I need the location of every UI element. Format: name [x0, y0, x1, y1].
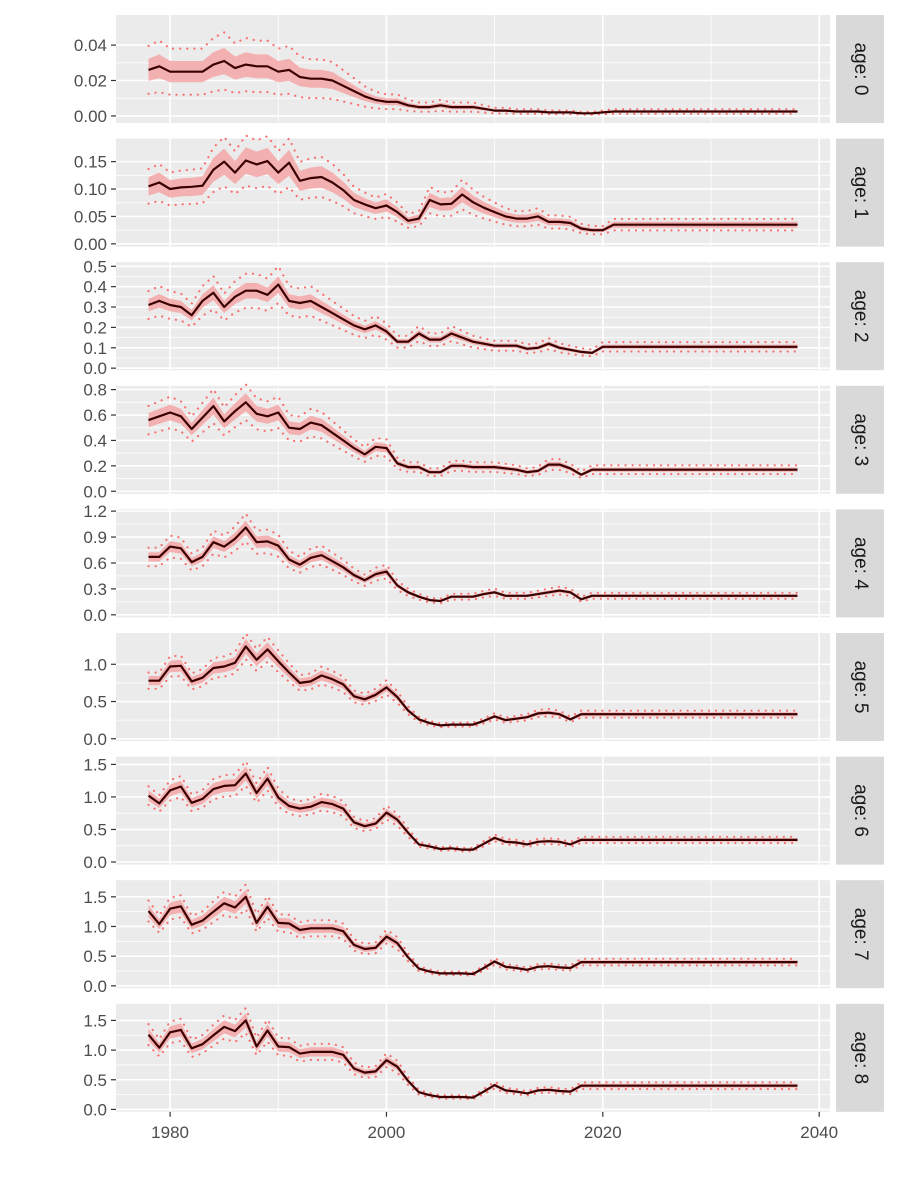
median-series-line	[148, 159, 798, 232]
upper-bound-dotted-line	[147, 511, 799, 600]
median-series-line	[148, 59, 798, 115]
y-tick-label: 0.2	[83, 457, 107, 476]
facet-strip-label: age: 5	[850, 661, 871, 714]
lower-bound-dotted-line	[147, 539, 799, 605]
median-series-line	[148, 401, 798, 476]
upper-bound-dotted-line	[147, 382, 799, 473]
panel-background	[116, 262, 830, 371]
y-tick-label: 0.4	[83, 278, 107, 297]
x-axis: 1980 2000 2020 2040	[151, 1111, 838, 1142]
y-tick-label: 0.00	[74, 235, 107, 254]
y-tick-label: 0.00	[74, 107, 107, 126]
y-tick-label: 0.5	[83, 820, 107, 839]
y-tick-label: 0.5	[83, 693, 107, 712]
y-tick-label: 0.4	[83, 431, 107, 450]
y-tick-label: 0.0	[83, 359, 107, 378]
y-tick-label: 0.6	[83, 554, 107, 573]
y-tick-label: 0.0	[83, 977, 107, 996]
facet-strip-label: age: 7	[850, 908, 871, 961]
facet-strip-label: age: 2	[850, 290, 871, 343]
y-tick-label: 0.0	[83, 606, 107, 625]
facet-strip	[836, 756, 884, 865]
y-tick-label: 0.5	[83, 947, 107, 966]
y-tick-label: 1.0	[83, 788, 107, 807]
facet-strip-label: age: 1	[850, 166, 871, 219]
y-tick-label: 0.0	[83, 482, 107, 501]
facet-panel-7: 0.0 0.5 1.0 1.5 age: 6	[83, 755, 884, 872]
y-tick-label: 1.2	[83, 502, 107, 521]
upper-bound-dotted-line	[147, 1005, 799, 1098]
facet-strip-label: age: 8	[850, 1031, 871, 1084]
facet-panel-8: 0.0 0.5 1.0 1.5 age: 7	[83, 880, 884, 996]
y-tick-label: 0.15	[74, 153, 107, 172]
facet-panel-5: 0.0 0.3 0.6 0.9 1.2 age: 4	[83, 502, 884, 625]
facet-strip	[836, 1003, 884, 1112]
lower-bound-dotted-line	[147, 184, 799, 236]
confidence-ribbon	[148, 147, 798, 233]
lower-bound-dotted-line	[147, 657, 799, 729]
facet-panel-1: 0.00 0.02 0.04 age: 0	[74, 15, 884, 126]
lower-bound-dotted-line	[147, 301, 799, 358]
facet-strip	[836, 633, 884, 741]
facet-strip	[836, 880, 884, 989]
y-tick-label: 0.10	[74, 180, 107, 199]
median-series-line	[148, 283, 798, 354]
y-tick-label: 1.0	[83, 655, 107, 674]
lower-bound-dotted-line	[147, 907, 799, 977]
y-tick-label: 0.5	[83, 1071, 107, 1090]
facet-strip-label: age: 3	[850, 413, 871, 466]
facet-strip	[836, 262, 884, 371]
y-tick-label: 0.2	[83, 318, 107, 337]
facet-strip-label: age: 6	[850, 784, 871, 837]
y-tick-label: 0.9	[83, 528, 107, 547]
median-series-line	[147, 1019, 798, 1099]
y-tick-label: 1.5	[83, 755, 107, 774]
y-tick-label: 0.04	[74, 36, 107, 55]
y-tick-label: 1.0	[83, 1041, 107, 1060]
y-tick-label: 0.8	[83, 381, 107, 400]
y-tick-label: 1.5	[83, 888, 107, 907]
y-tick-label: 0.02	[74, 72, 107, 91]
upper-bound-dotted-line	[147, 264, 799, 351]
facet-strip	[836, 138, 884, 247]
median-series-line	[147, 895, 798, 976]
median-series-line	[148, 526, 798, 603]
facet-panel-4: 0.0 0.2 0.4 0.6 0.8 age: 3	[83, 381, 884, 501]
facet-strip-label: age: 4	[850, 537, 871, 590]
facet-strip	[836, 509, 884, 618]
y-tick-label: 0.0	[83, 730, 107, 749]
y-tick-label: 0.5	[83, 257, 107, 276]
y-tick-label: 1.0	[83, 917, 107, 936]
x-tick-label: 1980	[151, 1123, 189, 1142]
confidence-ribbon	[148, 47, 798, 114]
facet-panel-3: 0.00.1 0.20.30.4 0.5 age: 2	[83, 257, 884, 378]
facet-panel-6: 0.0 0.5 1.0 age: 5	[83, 631, 884, 749]
upper-bound-dotted-line	[147, 759, 799, 849]
x-tick-label: 2020	[584, 1123, 622, 1142]
y-tick-label: 0.0	[83, 853, 107, 872]
y-tick-label: 0.0	[83, 1100, 107, 1119]
x-tick-label: 2000	[368, 1123, 406, 1142]
lower-bound-dotted-line	[147, 418, 799, 480]
facet-panel-9: 0.0 0.5 1.0 1.5 age: 8	[83, 1003, 884, 1119]
facet-strip-label: age: 0	[850, 43, 871, 96]
median-series-line	[148, 645, 798, 727]
facet-strip	[836, 15, 884, 123]
y-tick-label: 0.05	[74, 207, 107, 226]
y-tick-label: 1.5	[83, 1011, 107, 1030]
median-series-line	[147, 772, 798, 851]
y-tick-label: 0.6	[83, 406, 107, 425]
facet-panel-2: 0.00 0.05 0.10 0.15 age: 1	[74, 134, 884, 254]
upper-bound-dotted-line	[147, 882, 799, 974]
x-tick-label: 2040	[800, 1123, 838, 1142]
confidence-ribbon	[148, 393, 798, 477]
lower-bound-dotted-line	[147, 1031, 799, 1101]
confidence-ribbon	[148, 276, 798, 355]
y-tick-label: 0.3	[83, 580, 107, 599]
y-tick-label: 0.1	[83, 339, 107, 358]
facet-strip	[836, 385, 884, 494]
y-tick-label: 0.3	[83, 298, 107, 317]
